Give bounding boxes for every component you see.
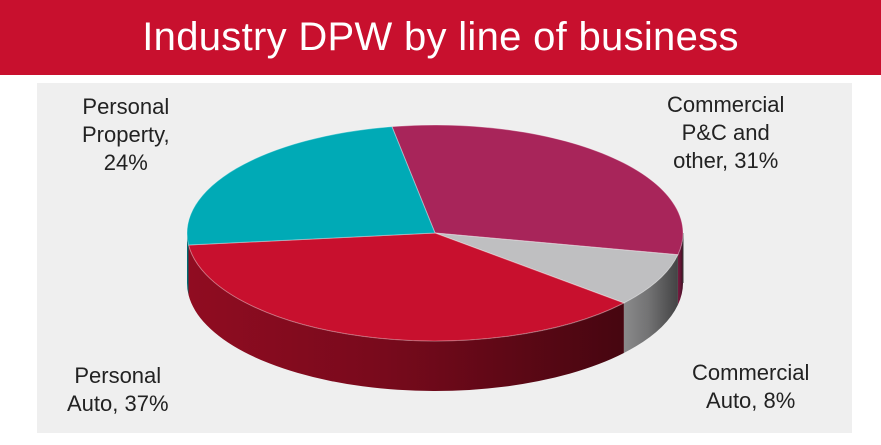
pie-slice-personal-property bbox=[186, 126, 436, 246]
pie-depth-layer bbox=[187, 233, 684, 391]
slice-label-commercial-pc: Commercial P&C and other, 31% bbox=[667, 92, 785, 173]
pie-top-layer bbox=[186, 124, 684, 342]
pie-side-commercial-auto bbox=[623, 254, 678, 353]
slice-label-personal-property: Personal Property, 24% bbox=[82, 94, 170, 175]
title-bar: Industry DPW by line of business bbox=[0, 0, 881, 75]
pie-slice-personal-auto bbox=[187, 232, 626, 342]
plot-area: Commercial P&C and other, 31% Commercial… bbox=[37, 83, 852, 433]
slice-label-personal-auto: Personal Auto, 37% bbox=[67, 363, 169, 416]
chart-title: Industry DPW by line of business bbox=[142, 15, 739, 59]
pie-side-personal-auto bbox=[188, 245, 624, 391]
pie-side-commercial-p-c-and-other bbox=[677, 233, 683, 305]
pie-side-personal-property bbox=[187, 233, 189, 296]
pie-slice-commercial-p-c-and-other bbox=[391, 124, 684, 256]
pie-slice-commercial-auto bbox=[434, 232, 679, 304]
slice-label-commercial-auto: Commercial Auto, 8% bbox=[692, 360, 810, 413]
pie-chart bbox=[186, 124, 684, 391]
